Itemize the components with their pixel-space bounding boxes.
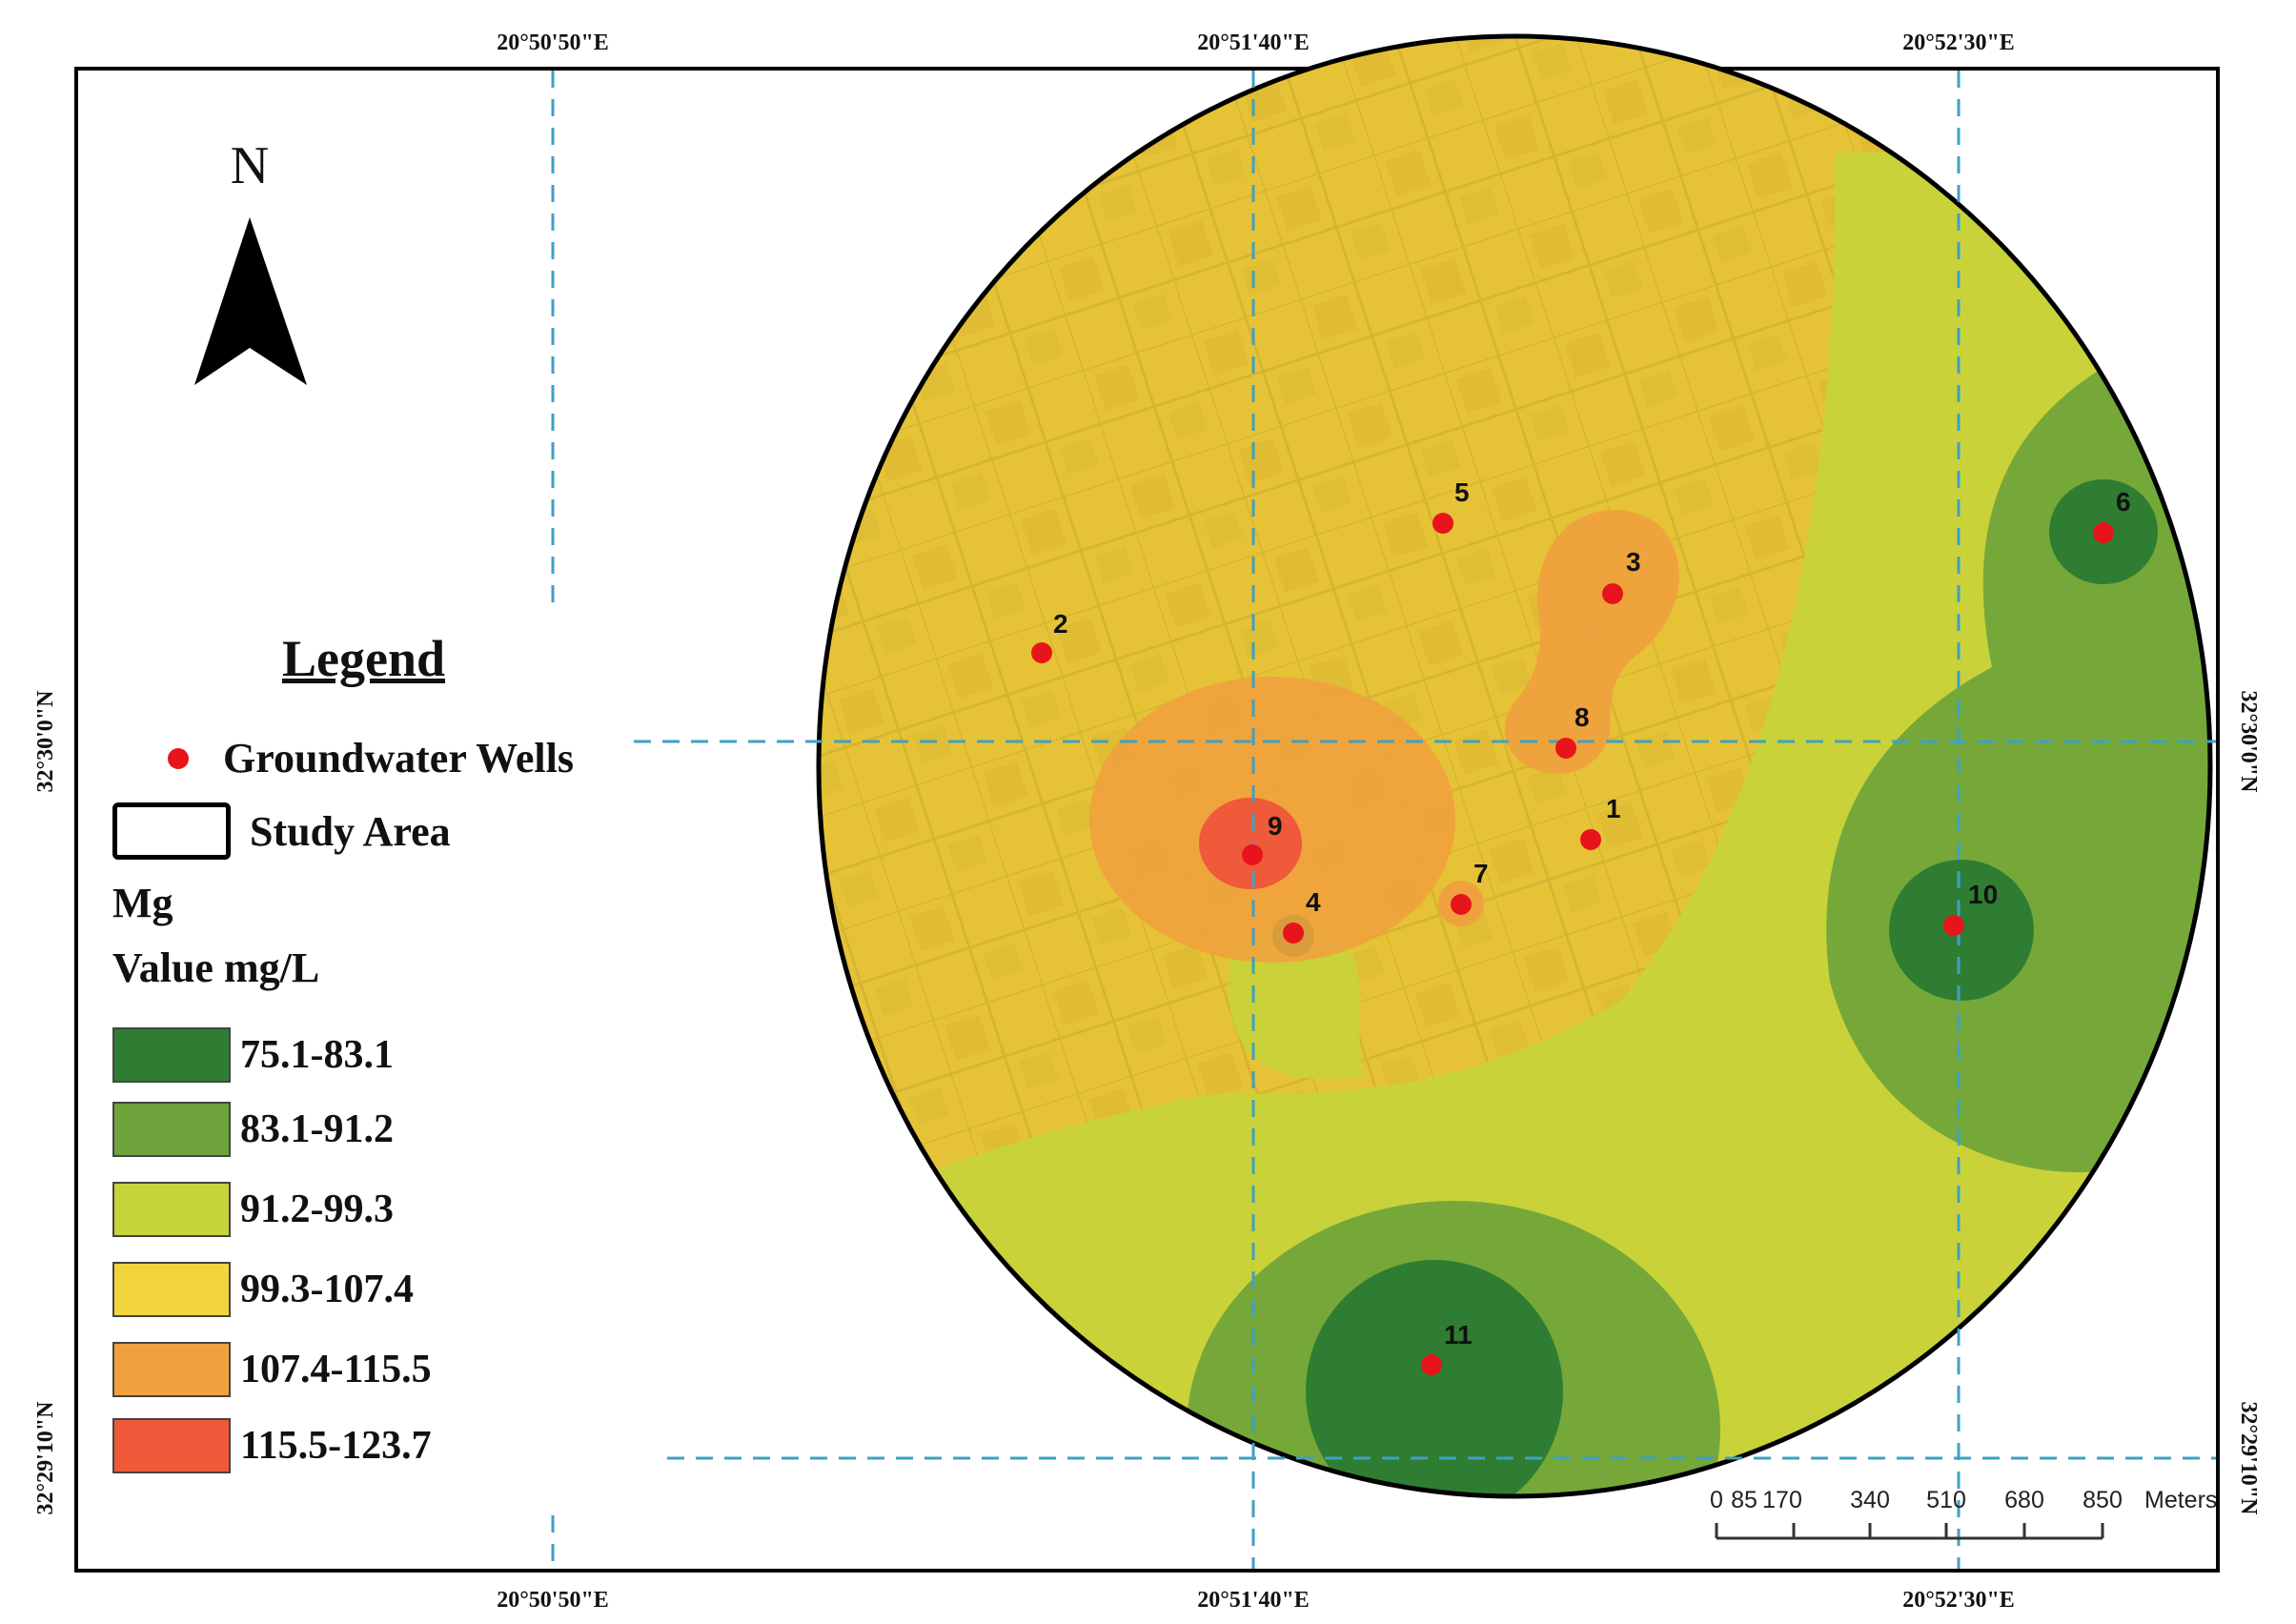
svg-text:3: 3 — [1626, 547, 1641, 577]
graticule — [551, 71, 2216, 1569]
interpolated-surface — [819, 36, 2210, 1496]
legend-wells-label: Groundwater Wells — [223, 735, 574, 782]
svg-text:10: 10 — [1968, 880, 1998, 909]
svg-text:850: 850 — [2083, 1487, 2123, 1513]
bottom-tick-label: 20°50'50"E — [497, 1588, 609, 1613]
north-arrow-icon: N — [194, 136, 307, 385]
svg-text:85: 85 — [1731, 1487, 1758, 1513]
well-marker[interactable]: 5 — [1432, 477, 1470, 534]
legend-parameter: Mg — [112, 880, 173, 926]
svg-text:170: 170 — [1762, 1487, 1802, 1513]
class-label: 107.4-115.5 — [240, 1348, 432, 1391]
legend-class-row: 115.5-123.7 — [112, 1418, 432, 1473]
zone-107-115-wells-3-8 — [1504, 510, 1679, 774]
well-marker[interactable]: 10 — [1943, 880, 1998, 936]
bottom-tick-label: 20°51'40"E — [1197, 1588, 1310, 1613]
coordinate-labels: 20°50'50"E 20°51'40"E 20°52'30"E 20°50'5… — [33, 30, 2261, 1613]
right-tick-label: 32°30'0"N — [2236, 691, 2261, 794]
well-marker[interactable]: 9 — [1242, 811, 1283, 865]
svg-text:4: 4 — [1306, 887, 1321, 917]
svg-text:680: 680 — [2004, 1487, 2044, 1513]
class-swatch — [112, 1262, 231, 1317]
zone-91-99 — [820, 152, 2210, 1496]
well-marker[interactable]: 8 — [1555, 702, 1590, 759]
bottom-tick-label: 20°52'30"E — [1902, 1588, 2015, 1613]
svg-text:6: 6 — [2116, 487, 2131, 517]
svg-text:11: 11 — [1444, 1320, 1473, 1350]
svg-text:7: 7 — [1473, 859, 1489, 888]
class-label: 91.2-99.3 — [240, 1188, 394, 1231]
class-label: 115.5-123.7 — [240, 1424, 432, 1468]
class-label: 83.1-91.2 — [240, 1107, 394, 1151]
legend-study-area-entry: Study Area — [112, 802, 451, 860]
svg-text:5: 5 — [1454, 477, 1470, 507]
well-marker[interactable]: 2 — [1031, 609, 1068, 663]
top-tick-label: 20°52'30"E — [1902, 30, 2015, 55]
svg-text:340: 340 — [1850, 1487, 1890, 1513]
study-area-box-icon — [112, 802, 231, 860]
well-point-icon — [168, 747, 189, 769]
svg-text:1: 1 — [1606, 794, 1621, 823]
svg-text:9: 9 — [1268, 811, 1283, 841]
legend-class-row: 75.1-83.1 — [112, 1027, 394, 1083]
legend-unit: Value mg/L — [112, 944, 320, 991]
top-tick-label: 20°51'40"E — [1197, 30, 1310, 55]
svg-text:Meters: Meters — [2144, 1487, 2217, 1513]
legend-wells-entry: Groundwater Wells — [112, 734, 574, 782]
well-marker[interactable]: 4 — [1283, 887, 1321, 944]
legend-study-area-label: Study Area — [250, 807, 451, 855]
legend-title: Legend — [282, 630, 446, 687]
top-tick-label: 20°50'50"E — [497, 30, 609, 55]
svg-text:2: 2 — [1053, 609, 1068, 639]
well-marker[interactable]: 3 — [1602, 547, 1641, 604]
class-swatch — [112, 1182, 231, 1237]
well-marker[interactable]: 11 — [1421, 1320, 1473, 1375]
class-label: 99.3-107.4 — [240, 1268, 414, 1311]
study-area-boundary — [816, 33, 2213, 1499]
zone-115-123-well-9 — [1199, 798, 1302, 889]
left-tick-label: 32°29'10"N — [33, 1401, 58, 1515]
legend-class-row: 107.4-115.5 — [112, 1342, 432, 1397]
legend-class-row: 83.1-91.2 — [112, 1102, 394, 1157]
left-tick-label: 32°30'0"N — [33, 690, 58, 793]
class-swatch — [112, 1342, 231, 1397]
right-tick-label: 32°29'10"N — [2236, 1402, 2261, 1516]
class-label: 75.1-83.1 — [240, 1033, 394, 1077]
scale-bar: 0 85 170 340 510 680 850 Meters — [1710, 1487, 2217, 1540]
legend-class-row: 99.3-107.4 — [112, 1262, 414, 1317]
wells-layer: 1 2 3 4 5 6 7 8 9 10 11 — [1031, 477, 2131, 1375]
class-swatch — [112, 1102, 231, 1157]
svg-text:510: 510 — [1926, 1487, 1966, 1513]
class-swatch — [112, 1418, 231, 1473]
well-marker[interactable]: 1 — [1580, 794, 1621, 850]
svg-text:N: N — [231, 136, 269, 195]
svg-text:0: 0 — [1710, 1487, 1723, 1513]
well-marker[interactable]: 6 — [2093, 487, 2131, 543]
legend-class-row: 91.2-99.3 — [112, 1182, 394, 1237]
well-marker[interactable]: 7 — [1451, 859, 1489, 915]
svg-text:8: 8 — [1575, 702, 1590, 732]
class-swatch — [112, 1027, 231, 1083]
